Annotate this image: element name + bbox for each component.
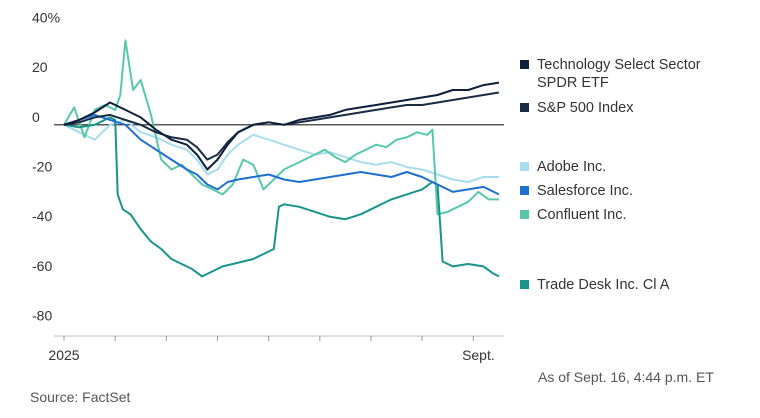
legend-swatch-sp500 [520, 103, 529, 112]
x-tick-label-1: Sept. [462, 347, 495, 363]
legend-item-confluent: Confluent Inc. [520, 206, 737, 224]
legend-swatch-tech-etf [520, 60, 529, 69]
series-line-3 [63, 113, 500, 196]
legend-item-tech-etf: Technology Select Sector SPDR ETF [520, 56, 737, 92]
series-line-0 [63, 81, 500, 171]
as-of-timestamp: As of Sept. 16, 4:44 p.m. ET [538, 369, 714, 385]
y-tick-label-4: -40 [32, 208, 52, 224]
legend-item-trade-desk: Trade Desk Inc. Cl A [520, 276, 737, 294]
x-tick-label-0: 2025 [48, 347, 79, 363]
legend-swatch-trade-desk [520, 280, 529, 289]
y-tick-label-1: 20 [32, 59, 48, 75]
legend-label-adobe: Adobe Inc. [537, 159, 607, 175]
legend-item-salesforce: Salesforce Inc. [520, 182, 737, 200]
legend-label-confluent: Confluent Inc. [537, 207, 627, 223]
legend-item-adobe: Adobe Inc. [520, 158, 737, 176]
legend-item-sp500: S&P 500 Index [520, 99, 737, 117]
y-tick-label-3: -20 [32, 159, 52, 175]
source-credit: Source: FactSet [30, 389, 131, 405]
y-tick-label-5: -60 [32, 258, 52, 274]
y-tick-label-6: -80 [32, 308, 52, 324]
chart-legend: Technology Select Sector SPDR ETF S&P 50… [520, 0, 760, 300]
legend-swatch-salesforce [520, 186, 529, 195]
y-tick-label-0: 40% [32, 9, 60, 25]
series-line-4 [63, 39, 499, 216]
series-line-2 [63, 118, 499, 183]
legend-label-tech-etf: Technology Select Sector SPDR ETF [537, 57, 701, 91]
legend-label-trade-desk: Trade Desk Inc. Cl A [537, 277, 670, 293]
legend-label-salesforce: Salesforce Inc. [537, 183, 633, 199]
legend-label-sp500: S&P 500 Index [537, 100, 634, 116]
y-tick-label-2: 0 [32, 109, 40, 125]
legend-swatch-adobe [520, 162, 529, 171]
legend-swatch-confluent [520, 210, 529, 219]
